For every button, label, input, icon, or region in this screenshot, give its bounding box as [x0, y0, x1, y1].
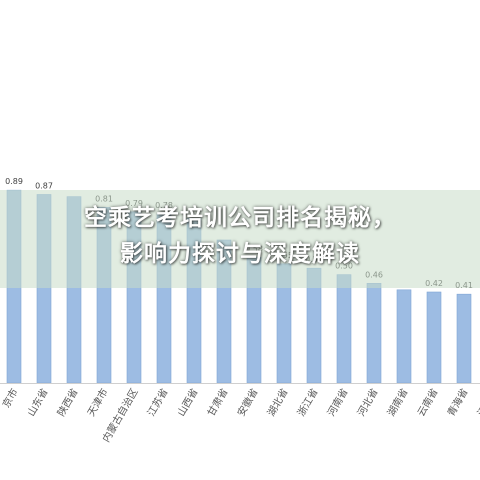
bar-15 [456, 293, 472, 384]
category-label-6: 山西省 [174, 386, 200, 418]
category-label-3: 天津市 [84, 386, 110, 418]
bar-11 [336, 274, 352, 384]
category-label-2: 陕西省 [54, 386, 80, 418]
category-label-1: 山东省 [24, 386, 50, 418]
category-label-8: 安徽省 [234, 386, 260, 418]
category-label-7: 甘肃省 [204, 386, 230, 418]
category-label-14: 云南省 [414, 386, 440, 418]
category-label-16: 江西省 [474, 386, 480, 418]
category-label-0: 京市 [0, 386, 21, 410]
banner-title-line-2: 影响力探讨与深度解读 [120, 241, 360, 267]
category-label-13: 湖南省 [384, 386, 410, 418]
banner-title-line-1: 空乘艺考培训公司排名揭秘， [84, 205, 396, 231]
bar-13 [396, 289, 412, 384]
banner-title: 空乘艺考培训公司排名揭秘， 影响力探讨与深度解读 [0, 200, 480, 272]
category-label-11: 河南省 [324, 386, 350, 418]
category-label-10: 浙江省 [294, 386, 320, 418]
category-label-15: 青海省 [444, 386, 470, 418]
category-label-12: 河北省 [354, 386, 380, 418]
value-label-1: 0.87 [35, 182, 53, 191]
value-label-0: 0.89 [5, 177, 23, 186]
bar-14 [426, 291, 442, 384]
title-banner [0, 190, 480, 288]
category-label-9: 湖北省 [264, 386, 290, 418]
category-label-5: 江苏省 [144, 386, 170, 418]
bar-12 [366, 283, 382, 384]
